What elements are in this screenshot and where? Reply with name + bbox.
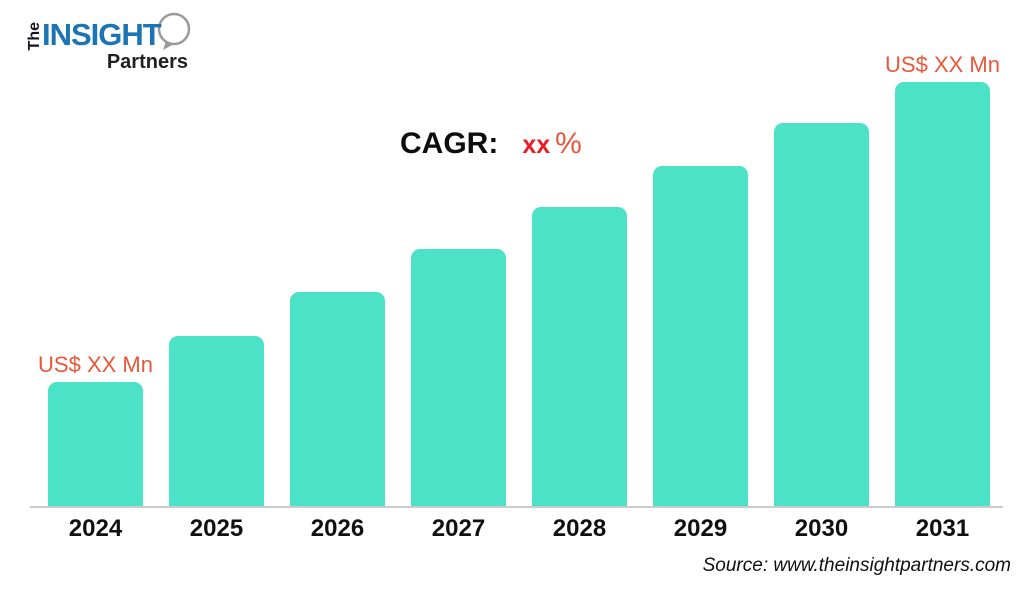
bar-value-label: US$ XX Mn [885,52,1000,77]
x-axis-labels: 2024 2025 2026 2027 2028 2029 2030 2031 [48,515,990,543]
x-tick-label: 2026 [310,515,365,542]
bar-value-label: US$ XX Mn [38,352,153,377]
x-tick-label: 2031 [915,515,970,542]
x-tick-label: 2029 [673,515,728,542]
bar-column [774,123,869,507]
bar-2030 [774,123,869,507]
bar-column [290,292,385,507]
source-attribution: Source: www.theinsightpartners.com [702,555,1011,576]
bar-column [169,336,264,507]
bar-column [532,207,627,507]
bars-row: US$ XX Mn US$ XX Mn [38,52,1000,507]
cagr-annotation: CAGR: xx % [400,127,582,161]
insight-partners-logo: The INSIGHT Partners [25,8,200,83]
cagr-label: CAGR: [400,127,499,160]
bar-2024 [48,382,143,507]
logo-insight-text: INSIGHT [42,17,162,52]
cagr-value: xx [522,131,551,159]
bar-2029 [653,166,748,507]
x-axis-line [30,506,1003,508]
bar-2027 [411,249,506,507]
bar-2026 [290,292,385,507]
cagr-percent-sign: % [555,127,582,160]
magnifier-icon [153,10,197,65]
x-tick-label: 2028 [552,515,607,542]
bar-column [653,166,748,507]
x-tick-label: 2025 [189,515,244,542]
logo-partners-text: Partners [106,51,188,73]
bar-column: US$ XX Mn [885,52,1000,507]
x-tick-label: 2030 [794,515,849,542]
bar-column [411,249,506,507]
bar-2028 [532,207,627,507]
x-tick-label: 2024 [68,515,123,542]
x-tick-label: 2027 [431,515,486,542]
bar-2025 [169,336,264,507]
bar-column: US$ XX Mn [38,352,153,507]
bar-2031 [895,82,990,507]
